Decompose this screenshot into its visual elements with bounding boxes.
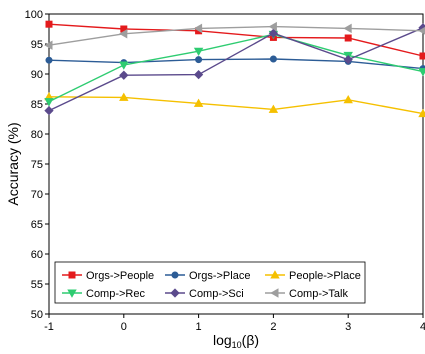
data-point [195,56,203,64]
x-tick-label: 0 [121,321,127,333]
data-point [418,68,425,77]
x-axis-title: log10(β) [213,332,259,350]
y-tick-label: 95 [31,39,43,51]
legend-item: Orgs->Place [165,270,250,282]
legend-marker [270,270,280,279]
data-point [45,20,53,28]
y-tick-label: 90 [31,69,43,81]
x-tick-label: 4 [420,321,425,333]
y-axis-ticks: 50 55 60 65 70 75 80 85 90 95 100 [25,9,49,321]
data-point [418,108,425,118]
x-axis-title-subscript: 10 [232,340,242,350]
y-tick-label: 60 [31,249,43,261]
legend-label: Comp->Rec [86,288,145,300]
legend-label: Orgs->People [86,270,154,282]
x-axis-ticks: -1 0 1 2 3 4 [44,314,425,333]
legend-label: Comp->Talk [289,288,348,300]
x-tick-label: 2 [270,321,276,333]
series-comp-talk [44,21,425,50]
legend-item: Orgs->People [62,270,154,282]
x-tick-label: 3 [345,321,351,333]
data-point [44,40,53,50]
x-axis-title-suffix: (β) [242,332,259,348]
y-tick-label: 65 [31,219,43,231]
legend-label: Orgs->Place [189,270,250,282]
data-point [44,98,54,107]
data-point [119,92,129,101]
data-point [45,56,53,64]
legend-item: Comp->Rec [62,288,145,300]
series-line [48,58,424,70]
data-point [419,52,425,60]
legend-label: People->Place [289,270,361,282]
x-axis-title-main: log [213,332,232,348]
x-tick-label: 1 [196,321,202,333]
data-point [343,23,352,34]
legend-item: Comp->Sci [165,288,244,300]
data-point [268,28,279,38]
legend-marker [170,288,180,298]
data-point [268,21,277,32]
data-point [44,105,54,116]
legend-item: People->Place [265,270,361,282]
data-point [343,94,353,104]
legend-marker [270,288,279,298]
y-tick-label: 75 [31,159,43,171]
data-point [193,69,204,80]
y-tick-label: 80 [31,129,43,141]
series-line [48,96,424,115]
legend-marker [68,271,76,279]
series-line [48,25,424,46]
y-tick-label: 50 [31,309,43,321]
x-tick-label: -1 [44,321,54,333]
legend-label: Comp->Sci [189,288,244,300]
legend-marker [171,271,179,279]
data-point [269,55,277,63]
legend: Orgs->People Orgs->Place People->Place Comp… [54,261,366,304]
data-point [193,23,203,34]
series-comp-sci [44,23,425,116]
series-line [48,27,424,112]
series-line [48,23,424,57]
data-point [119,70,129,80]
data-point [193,98,204,107]
series-line [48,33,424,103]
legend-box [54,261,366,304]
data-point [418,26,425,35]
y-tick-label: 100 [25,9,43,21]
data-point [193,47,204,57]
series-layer [44,20,425,118]
data-point [268,104,279,113]
y-axis-title: Accuracy (%) [5,122,21,205]
data-point [343,54,353,65]
data-point [118,29,128,39]
legend-marker [67,289,77,298]
legend-item: Comp->Talk [265,288,348,300]
data-point [119,61,129,70]
y-tick-label: 85 [31,99,43,111]
data-point [344,34,352,42]
y-tick-label: 70 [31,189,43,201]
y-tick-label: 55 [31,279,43,291]
